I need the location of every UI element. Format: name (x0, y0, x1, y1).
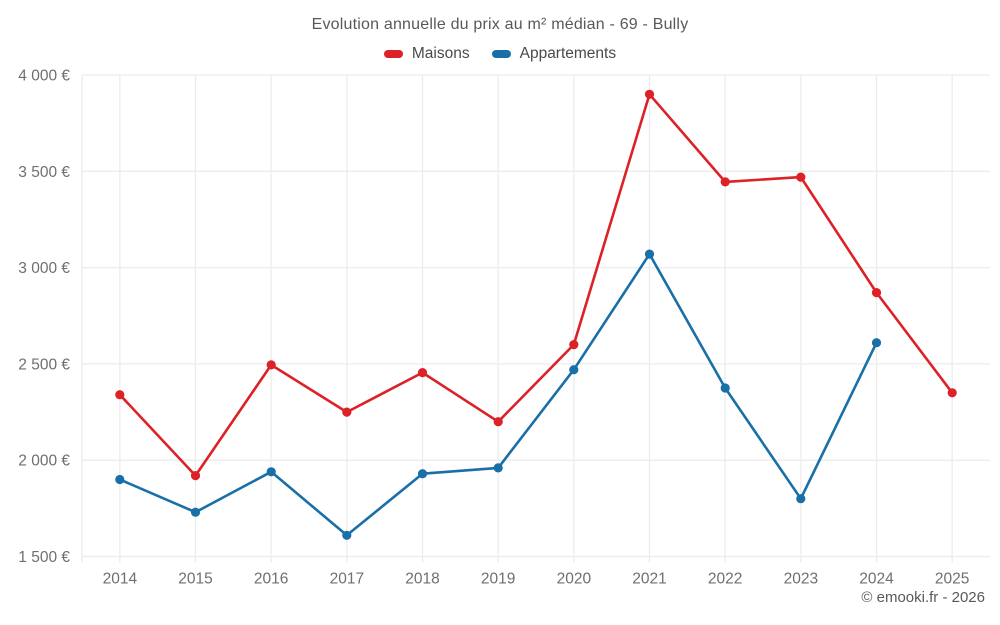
data-point-maisons-2024 (871, 288, 882, 298)
data-point-maisons-2017 (342, 407, 352, 417)
data-point-appartements-2015 (190, 507, 201, 517)
x-axis-tick-label: 2016 (254, 571, 288, 588)
x-axis-tick-label: 2014 (103, 571, 138, 588)
chart-title: Evolution annuelle du prix au m² médian … (311, 16, 689, 33)
data-point-appartements-2020 (569, 365, 579, 375)
x-axis-tick-label: 2023 (784, 571, 818, 588)
data-point-maisons-2022 (720, 177, 730, 187)
legend-swatch-maisons (383, 50, 403, 58)
series-line-maisons (118, 93, 954, 477)
x-axis-tick-label: 2019 (481, 571, 515, 588)
data-point-appartements-2021 (644, 249, 655, 259)
copyright-footer: © emooki.fr - 2026 (861, 589, 985, 606)
x-axis-tick-label: 2017 (330, 571, 364, 588)
data-point-maisons-2016 (266, 360, 276, 370)
data-point-maisons-2023 (796, 172, 806, 182)
data-point-appartements-2018 (417, 469, 428, 479)
y-axis-tick-label: 2 000 € (18, 453, 70, 470)
x-axis-tick-label: 2025 (935, 571, 969, 588)
y-axis-tick-label: 4 000 € (18, 68, 70, 85)
data-point-appartements-2022 (720, 383, 730, 393)
legend-label-appartements: Appartements (519, 45, 617, 62)
x-axis-tick-label: 2021 (632, 571, 666, 588)
y-axis-tick-label: 3 500 € (18, 164, 70, 181)
y-axis-tick-label: 2 500 € (18, 356, 70, 373)
x-axis-tick-label: 2022 (708, 571, 742, 588)
data-point-appartements-2019 (493, 463, 503, 473)
x-axis-tick-label: 2020 (557, 571, 592, 588)
x-axis-tick-label: 2024 (859, 571, 894, 588)
legend-item-maisons[interactable]: Maisons (383, 45, 470, 63)
y-axis-tick-label: 3 000 € (18, 260, 70, 277)
legend: Maisons Appartements (0, 45, 1000, 63)
x-axis-tick-label: 2018 (405, 571, 439, 588)
data-point-maisons-2025 (947, 388, 957, 398)
data-point-maisons-2021 (644, 89, 655, 99)
data-point-maisons-2020 (569, 340, 579, 350)
data-point-appartements-2023 (796, 494, 806, 504)
data-point-maisons-2019 (493, 417, 503, 427)
legend-item-appartements[interactable]: Appartements (491, 45, 617, 63)
data-point-maisons-2018 (417, 368, 428, 378)
data-point-maisons-2014 (115, 390, 125, 400)
x-axis-tick-label: 2015 (178, 571, 212, 588)
data-point-appartements-2024 (871, 338, 882, 348)
y-axis-tick-label: 1 500 € (18, 549, 70, 566)
data-point-appartements-2016 (266, 467, 276, 477)
data-point-appartements-2014 (115, 474, 125, 485)
data-point-appartements-2017 (342, 530, 352, 540)
legend-label-maisons: Maisons (411, 45, 470, 62)
data-point-maisons-2015 (190, 471, 201, 481)
legend-swatch-appartements (491, 50, 511, 58)
